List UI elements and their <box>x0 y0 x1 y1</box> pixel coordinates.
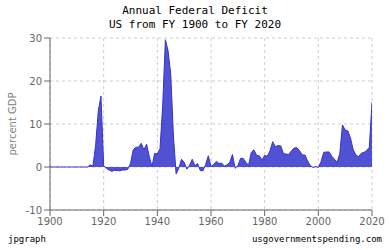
svg-text:30: 30 <box>29 33 42 44</box>
svg-text:2020: 2020 <box>359 216 384 227</box>
svg-text:percent GDP: percent GDP <box>7 93 18 156</box>
svg-text:1960: 1960 <box>198 216 223 227</box>
svg-text:1980: 1980 <box>252 216 277 227</box>
svg-text:1940: 1940 <box>145 216 170 227</box>
html-text:Annual Federal Deficit: Annual Federal Deficit <box>122 4 268 17</box>
svg-text:10: 10 <box>29 119 42 130</box>
svg-text:-10: -10 <box>26 205 42 216</box>
svg-text:1920: 1920 <box>91 216 116 227</box>
html-text:usgovernmentspending.com: usgovernmentspending.com <box>252 234 382 244</box>
svg-text:0: 0 <box>36 162 42 173</box>
svg-text:20: 20 <box>29 76 42 87</box>
html-text:jpgraph: jpgraph <box>8 234 46 244</box>
svg-text:2000: 2000 <box>306 216 331 227</box>
html-text:US from FY 1900 to FY 2020: US from FY 1900 to FY 2020 <box>108 18 282 31</box>
svg-text:1900: 1900 <box>37 216 62 227</box>
